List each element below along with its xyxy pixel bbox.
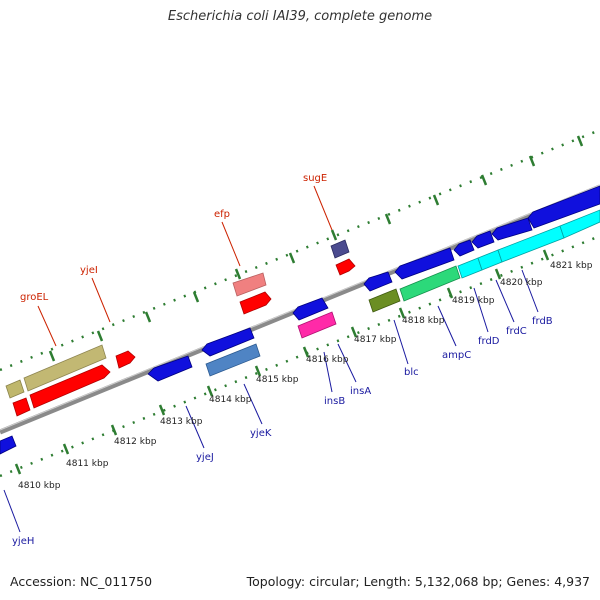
tick-mark-4813 — [158, 404, 166, 416]
gene-label-groEL: groEL — [20, 292, 49, 303]
gene-label-insB: insB — [324, 396, 345, 407]
upper-tick-2 — [96, 330, 104, 342]
gene-label-frdB: frdB — [532, 316, 553, 327]
tick-mark-4811 — [62, 443, 70, 455]
gene-label-efp: efp — [214, 209, 230, 220]
upper-tick-10 — [480, 174, 488, 186]
gene-blue-d[interactable] — [453, 239, 475, 257]
upper-tick-12 — [576, 135, 584, 147]
gene-label-yjeH: yjeH — [12, 536, 34, 547]
gene-sugE-darkblue[interactable] — [330, 239, 350, 259]
callout-groEL — [37, 305, 57, 347]
callout-efp — [221, 221, 241, 267]
gene-blue-a[interactable] — [0, 435, 17, 455]
tick-label-4819: 4819 kbp — [452, 296, 495, 306]
gene-blue-f[interactable] — [491, 217, 533, 241]
genome-summary: Topology: circular; Length: 5,132,068 bp… — [246, 574, 590, 589]
tick-label-4817: 4817 kbp — [354, 335, 397, 345]
callout-sugE — [313, 185, 333, 231]
gene-label-blc: blc — [404, 367, 419, 378]
tick-label-4814: 4814 kbp — [209, 395, 252, 405]
callout-blc — [393, 319, 409, 365]
gene-label-ampC: ampC — [442, 350, 471, 361]
gene-frdD-cyan[interactable] — [457, 257, 483, 279]
callout-insB — [323, 351, 333, 393]
gene-insB-magenta[interactable] — [297, 311, 337, 339]
callout-yjeI — [91, 277, 111, 323]
gene-frdA-cyan[interactable] — [559, 209, 600, 239]
callout-insA — [337, 343, 357, 383]
callout-frdB — [521, 269, 539, 313]
upper-tick-4 — [192, 291, 200, 303]
tick-label-4821: 4821 kbp — [550, 261, 593, 271]
callout-frdD — [473, 287, 489, 333]
tick-mark-4812 — [110, 424, 118, 436]
gene-label-yjeJ: yjeJ — [196, 452, 214, 463]
gene-efp-pink[interactable] — [232, 272, 267, 297]
tick-mark-4815 — [254, 365, 262, 377]
gene-yjeJ-blue[interactable] — [147, 355, 193, 382]
upper-ruler-ticks — [48, 135, 584, 362]
upper-tick-7 — [330, 229, 338, 241]
upper-tick-3 — [144, 311, 152, 323]
tick-label-4810: 4810 kbp — [18, 481, 61, 491]
tick-label-4820: 4820 kbp — [500, 278, 543, 288]
gene-blue-c[interactable] — [363, 271, 393, 292]
gene-blc-olive[interactable] — [368, 288, 401, 313]
upper-tick-11 — [528, 155, 536, 167]
gene-groES[interactable] — [5, 379, 25, 399]
gene-label-yjeI: yjeI — [80, 265, 98, 276]
gene-label-frdC: frdC — [506, 326, 527, 337]
gene-frdC-cyan[interactable] — [477, 249, 503, 271]
tick-mark-4818 — [398, 307, 406, 319]
gene-sugE-red[interactable] — [335, 258, 356, 276]
gene-groEL[interactable] — [23, 344, 107, 392]
tick-mark-4821 — [542, 249, 550, 261]
ruler-ticks — [14, 249, 550, 475]
gene-yjeI-red[interactable] — [29, 364, 111, 409]
upper-tick-5 — [234, 268, 242, 280]
gene-blue-b[interactable] — [292, 297, 329, 321]
tick-mark-4817 — [350, 326, 358, 338]
callout-frdC — [495, 279, 515, 323]
gene-ampC-green[interactable] — [399, 265, 461, 302]
gene-label-frdD: frdD — [478, 336, 500, 347]
gene-label-sugE: sugE — [303, 173, 327, 184]
tick-mark-4820 — [494, 268, 502, 280]
upper-tick-6 — [288, 252, 296, 264]
tick-mark-4810 — [14, 463, 22, 475]
gene-small-red-a[interactable] — [115, 350, 136, 369]
callout-yjeJ — [185, 405, 205, 449]
gene-groEL-red-lower-a[interactable] — [12, 397, 31, 417]
tick-label-4816: 4816 kbp — [306, 355, 349, 365]
callout-yjeH — [3, 489, 21, 533]
tick-label-4815: 4815 kbp — [256, 375, 299, 385]
accession-label: Accession: NC_011750 — [10, 574, 153, 589]
gene-yjeK-blue[interactable] — [201, 327, 255, 357]
gene-yjeK-steelblue[interactable] — [205, 343, 261, 377]
callout-yjeK — [243, 383, 263, 425]
tick-mark-4814 — [206, 385, 214, 397]
tick-mark-4816 — [302, 346, 310, 358]
upper-tick-1 — [48, 350, 56, 362]
genome-title: Escherichia coli IAI39, complete genome — [167, 9, 433, 24]
gene-blue-e[interactable] — [471, 230, 495, 249]
gene-blue-g[interactable] — [527, 185, 600, 229]
callout-ampC — [437, 305, 457, 347]
gene-efp-red[interactable] — [239, 291, 272, 315]
gene-label-insA: insA — [350, 386, 371, 397]
upper-tick-8 — [384, 213, 392, 225]
tick-label-4812: 4812 kbp — [114, 437, 157, 447]
upper-tick-9 — [432, 194, 440, 206]
gene-ampC-blue[interactable] — [394, 247, 455, 280]
tick-label-4818: 4818 kbp — [402, 316, 445, 326]
gene-label-yjeK: yjeK — [250, 428, 272, 439]
tick-mark-4819 — [446, 287, 454, 299]
tick-label-4813: 4813 kbp — [160, 417, 203, 427]
tick-label-4811: 4811 kbp — [66, 459, 109, 469]
